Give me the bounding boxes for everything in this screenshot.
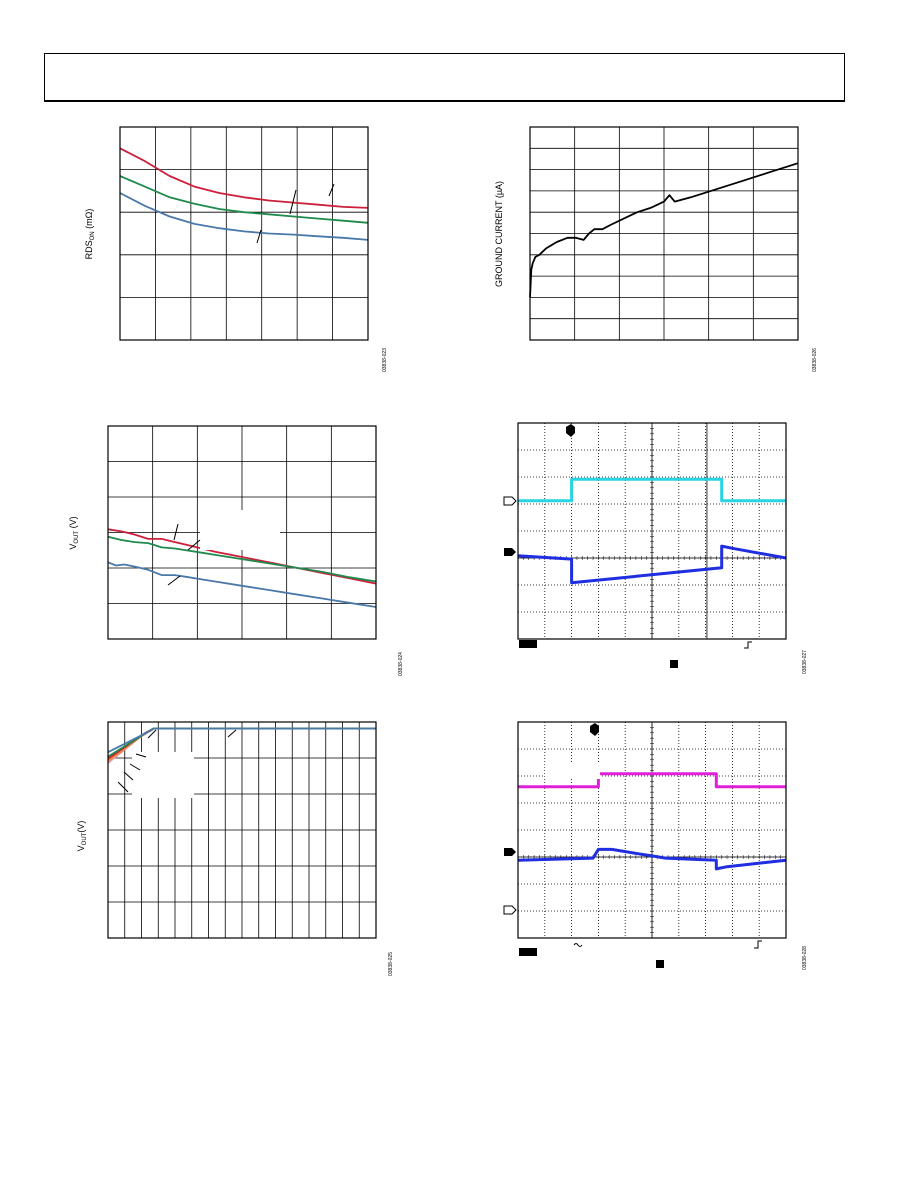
series-line-green	[119, 175, 369, 224]
series-line-black	[529, 162, 799, 298]
annotation-arrow	[147, 729, 157, 739]
page-header	[44, 53, 845, 102]
legend-area	[132, 752, 194, 798]
plot-area	[517, 721, 787, 939]
plot-border	[119, 126, 369, 341]
plot-area	[119, 126, 369, 341]
channel-marker-blue	[504, 548, 516, 556]
gridlines	[530, 127, 798, 340]
y-axis-label-sub: OUT	[82, 832, 88, 845]
annotation-arrow	[173, 523, 179, 541]
series-line-blue	[517, 544, 787, 585]
plot-border	[529, 126, 799, 341]
plot-border	[517, 422, 787, 640]
figure-id: 03838-025	[388, 952, 394, 976]
svg-text:VOUT (V): VOUT (V)	[68, 516, 80, 549]
annotation-arrow	[117, 781, 129, 793]
plot-area	[517, 422, 787, 640]
scope-readout-box	[656, 960, 664, 968]
series-line-magenta	[518, 772, 786, 789]
trigger-icon	[754, 940, 762, 949]
series-line-steel	[107, 561, 377, 608]
y-axis-label: GROUND CURRENT (µA)	[494, 181, 504, 287]
trigger-position-marker	[590, 723, 599, 736]
trigger-icon	[744, 641, 752, 649]
trigger-position-marker	[566, 424, 575, 437]
figure-id: 03838-027	[802, 650, 808, 674]
y-axis-label-unit: (mΩ)	[84, 209, 94, 232]
figure-id: 03838-024	[398, 652, 404, 676]
annotation-arrow	[256, 229, 262, 244]
series-line-cyan	[518, 477, 786, 503]
annotation-arrow	[289, 189, 297, 215]
channel-marker-cyan	[503, 496, 517, 506]
y-axis-label: RDSON (mΩ)	[84, 209, 96, 260]
annotation-arrow	[123, 771, 134, 781]
plot-border	[517, 721, 787, 939]
series-line-red	[119, 147, 369, 209]
annotation-arrow	[129, 763, 141, 771]
y-axis-label-unit: (V)	[76, 821, 86, 833]
waveform-icon	[573, 943, 583, 947]
y-axis-label-main: RDS	[84, 240, 94, 259]
scope-readout-box	[670, 660, 678, 668]
y-axis-label-main: V	[68, 544, 78, 550]
y-axis-label-main: GROUND CURRENT (µA)	[494, 181, 504, 287]
y-axis-label-sub: ON	[90, 231, 96, 240]
plot-border	[107, 425, 377, 640]
y-axis-label-sub: OUT	[74, 531, 80, 544]
plot-area	[529, 126, 799, 341]
svg-text:RDSON (mΩ): RDSON (mΩ)	[84, 209, 96, 260]
scope-readout-box	[519, 948, 537, 956]
series-line-steel	[107, 727, 376, 754]
legend-area	[200, 510, 280, 550]
plot-area	[107, 721, 377, 939]
gridlines	[518, 423, 786, 639]
scope-readout-box	[519, 640, 537, 648]
annotation-arrow	[167, 575, 181, 586]
y-axis-label-unit: (V)	[68, 516, 78, 531]
channel-marker-blue	[504, 848, 516, 856]
gridlines	[108, 722, 376, 938]
annotation-arrow	[227, 729, 237, 738]
channel-marker-ground	[503, 905, 517, 915]
plot-border	[107, 721, 377, 939]
figure-id: 03838-026	[812, 348, 818, 372]
y-axis-label: VOUT(V)	[76, 821, 88, 852]
annotation-arrow	[187, 539, 201, 551]
figure-id: 03838-023	[382, 348, 388, 372]
y-axis-label-main: V	[76, 845, 86, 851]
legend-area	[545, 763, 600, 779]
annotation-arrow	[135, 753, 147, 758]
y-axis-label: VOUT (V)	[68, 516, 80, 549]
figure-id: 03838-028	[802, 946, 808, 970]
annotation-arrow	[328, 183, 335, 197]
series-line-steel	[119, 192, 369, 241]
svg-text:VOUT(V): VOUT(V)	[76, 821, 88, 852]
series-line-green	[107, 535, 377, 583]
series-line-blue	[517, 847, 787, 871]
